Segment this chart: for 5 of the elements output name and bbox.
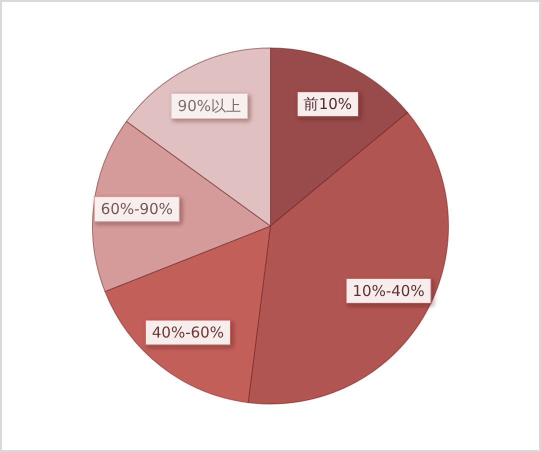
slice-label: 10%-40%: [352, 282, 425, 300]
slice-label: 60%-90%: [100, 200, 173, 218]
slice-label: 前10%: [304, 95, 352, 114]
slice-label: 90%以上: [178, 96, 242, 115]
slice-label: 40%-60%: [152, 323, 224, 342]
